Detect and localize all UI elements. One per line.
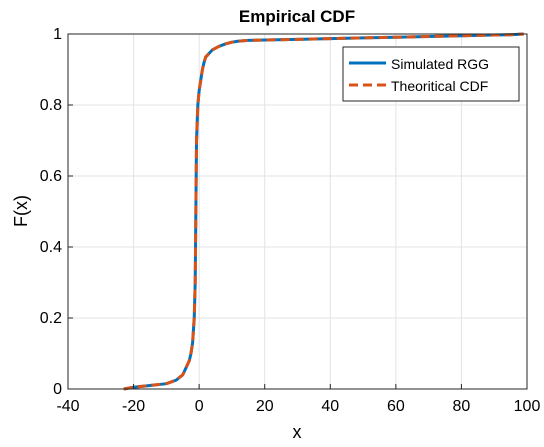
x-tick-label: 0 xyxy=(195,398,204,415)
y-tick-label: 1 xyxy=(53,26,62,43)
y-tick-label: 0.8 xyxy=(40,97,62,114)
x-tick-label: 60 xyxy=(387,398,405,415)
y-tick-label: 0.4 xyxy=(40,239,62,256)
x-tick-label: 100 xyxy=(514,398,541,415)
legend-label-theoritical-cdf: Theoritical CDF xyxy=(391,78,488,94)
x-tick-label: -40 xyxy=(56,398,79,415)
ticks: -40 -20 0 20 40 60 80 100 0 0.2 0.4 0.6 0.8 1 xyxy=(40,26,541,415)
y-tick-label: 0.6 xyxy=(40,168,62,185)
legend-box xyxy=(342,46,520,102)
y-tick-label: 0.2 xyxy=(40,310,62,327)
y-axis-label: F(x) xyxy=(11,195,31,227)
y-tick-label: 0 xyxy=(53,381,62,398)
x-tick-label: 40 xyxy=(321,398,339,415)
legend-label-simulated-rgg: Simulated RGG xyxy=(391,56,489,72)
chart-title: Empirical CDF xyxy=(239,7,355,26)
x-tick-label: 20 xyxy=(256,398,274,415)
x-tick-label: 80 xyxy=(453,398,471,415)
x-axis-label: x xyxy=(293,422,302,442)
series-line-theoritical-cdf xyxy=(123,32,524,391)
plot-frame xyxy=(67,33,528,390)
legend: Simulated RGG Theoritical CDF xyxy=(342,46,520,102)
series-layer xyxy=(123,32,524,391)
x-tick-label: -20 xyxy=(122,398,145,415)
